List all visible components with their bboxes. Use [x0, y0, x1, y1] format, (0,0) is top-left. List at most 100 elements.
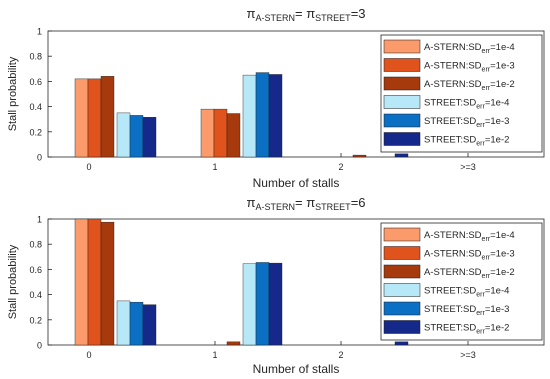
x-axis: 0 1 2 >=3	[86, 341, 476, 360]
legend-label-prefix: A-STERN:SD	[424, 267, 482, 278]
y-tick-label: 1	[37, 27, 42, 37]
legend-label-suffix: =1e-2	[490, 79, 515, 90]
bar-series-group	[74, 218, 409, 346]
y-axis: 0 0.2 0.4 0.6 0.8 1	[29, 27, 52, 163]
title-pi-symbol: π	[306, 195, 315, 210]
x-tick-label: 1	[212, 162, 217, 172]
bar	[100, 76, 115, 158]
bar	[226, 113, 241, 158]
legend-swatch	[383, 264, 421, 279]
bar	[352, 154, 367, 158]
legend-label-subscript: err	[482, 67, 491, 74]
y-axis-label: Stall probability	[7, 244, 19, 319]
bar	[87, 78, 102, 158]
bar	[142, 304, 157, 346]
bar	[100, 221, 115, 346]
legend-label: STREET:SDerr=1e-3	[424, 116, 509, 129]
legend-label-subscript: err	[476, 122, 485, 129]
legend-label: A-STERN:SDerr=1e-4	[424, 42, 515, 55]
y-tick-label: 0.8	[29, 240, 42, 250]
legend-swatch	[383, 320, 421, 334]
bar	[255, 72, 270, 158]
x-tick-label: 2	[338, 162, 343, 172]
legend-label: STREET:SDerr=1e-3	[424, 304, 509, 317]
chart-title: πA-STERN= πSTREET=3	[246, 6, 365, 23]
legend-label-prefix: A-STERN:SD	[424, 42, 482, 53]
legend-label-subscript: err	[482, 48, 491, 55]
legend-swatch	[383, 283, 421, 297]
y-tick-label: 0	[37, 341, 42, 351]
bar	[87, 218, 102, 346]
y-tick-label: 0.4	[29, 102, 42, 112]
bar	[116, 300, 131, 346]
bar	[226, 341, 241, 346]
legend-label-prefix: A-STERN:SD	[424, 61, 482, 72]
legend-swatch	[383, 39, 421, 54]
legend-swatch	[383, 95, 421, 109]
legend-label-prefix: STREET:SD	[424, 286, 476, 297]
legend-label: A-STERN:SDerr=1e-3	[424, 249, 515, 262]
legend-label-subscript: err	[482, 273, 491, 280]
legend-label-prefix: A-STERN:SD	[424, 79, 482, 90]
bar	[213, 108, 228, 158]
x-tick-label: 0	[86, 162, 91, 172]
bar	[242, 263, 257, 346]
y-tick-label: 0.6	[29, 77, 42, 87]
title-pi-symbol: π	[246, 195, 255, 210]
chart-panel-bottom: πA-STERN= πSTREET=6 00.20.40.60.81 0 1 2 >=…	[7, 195, 545, 376]
legend-swatch	[383, 227, 421, 242]
x-tick-label: 2	[338, 350, 343, 360]
legend-label-subscript: err	[482, 236, 491, 243]
x-axis-label: Number of stalls	[253, 362, 340, 376]
legend-label-prefix: STREET:SD	[424, 135, 476, 146]
x-tick-label: >=3	[460, 350, 476, 360]
y-tick-label: 0	[37, 153, 42, 163]
bar	[129, 115, 144, 158]
legend-label-suffix: =1e-4	[490, 42, 515, 53]
legend: A-STERN:SDerr=1e-4A-STERN:SDerr=1e-3A-ST…	[380, 222, 543, 341]
legend-label-suffix: =1e-4	[485, 98, 510, 109]
legend-label-suffix: =1e-3	[490, 249, 515, 260]
x-tick-label: 1	[212, 350, 217, 360]
y-tick-label: 1	[37, 215, 42, 225]
bar	[74, 218, 89, 346]
legend-swatch	[383, 132, 421, 146]
legend-label: A-STERN:SDerr=1e-4	[424, 230, 515, 243]
chart-title: πA-STERN= πSTREET=6	[246, 195, 365, 212]
x-tick-label: >=3	[460, 162, 476, 172]
legend-swatch	[383, 246, 421, 260]
legend-label-prefix: STREET:SD	[424, 98, 476, 109]
legend-label: A-STERN:SDerr=1e-2	[424, 267, 515, 280]
y-tick-label: 0.4	[29, 290, 42, 300]
bar	[394, 153, 409, 158]
x-tick-label: 0	[86, 350, 91, 360]
legend-label-suffix: =1e-2	[485, 135, 510, 146]
y-axis-label: Stall probability	[7, 56, 19, 131]
legend-label-prefix: A-STERN:SD	[424, 249, 482, 260]
legend-swatch	[383, 76, 421, 91]
legend-label: A-STERN:SDerr=1e-3	[424, 61, 515, 74]
legend-label-suffix: =1e-2	[490, 267, 515, 278]
title-value: =6	[351, 195, 366, 210]
title-pi-symbol: π	[306, 6, 315, 21]
title-subscript: A-STERN	[255, 13, 295, 23]
bar-series-group	[74, 72, 409, 158]
title-pi-symbol: π	[246, 6, 255, 21]
legend-label-subscript: err	[482, 85, 491, 92]
legend-label-subscript: err	[476, 141, 485, 148]
chart-panel-top: πA-STERN= πSTREET=3 0 0.2 0.4 0.6 0.8 1 0 1 2 >=…	[7, 6, 545, 190]
legend-label-prefix: A-STERN:SD	[424, 230, 482, 241]
y-tick-label: 0.2	[29, 127, 42, 137]
title-subscript: STREET	[315, 13, 351, 23]
y-tick-label: 0.2	[29, 315, 42, 325]
legend-label-subscript: err	[482, 255, 491, 262]
bar	[242, 74, 257, 158]
legend-label-suffix: =1e-2	[485, 323, 510, 334]
legend-label: STREET:SDerr=1e-4	[424, 98, 509, 111]
bar	[200, 108, 215, 158]
legend-label-suffix: =1e-4	[490, 230, 515, 241]
legend-swatch	[383, 113, 421, 128]
legend-box	[380, 34, 543, 153]
y-tick-label: 0.8	[29, 52, 42, 62]
